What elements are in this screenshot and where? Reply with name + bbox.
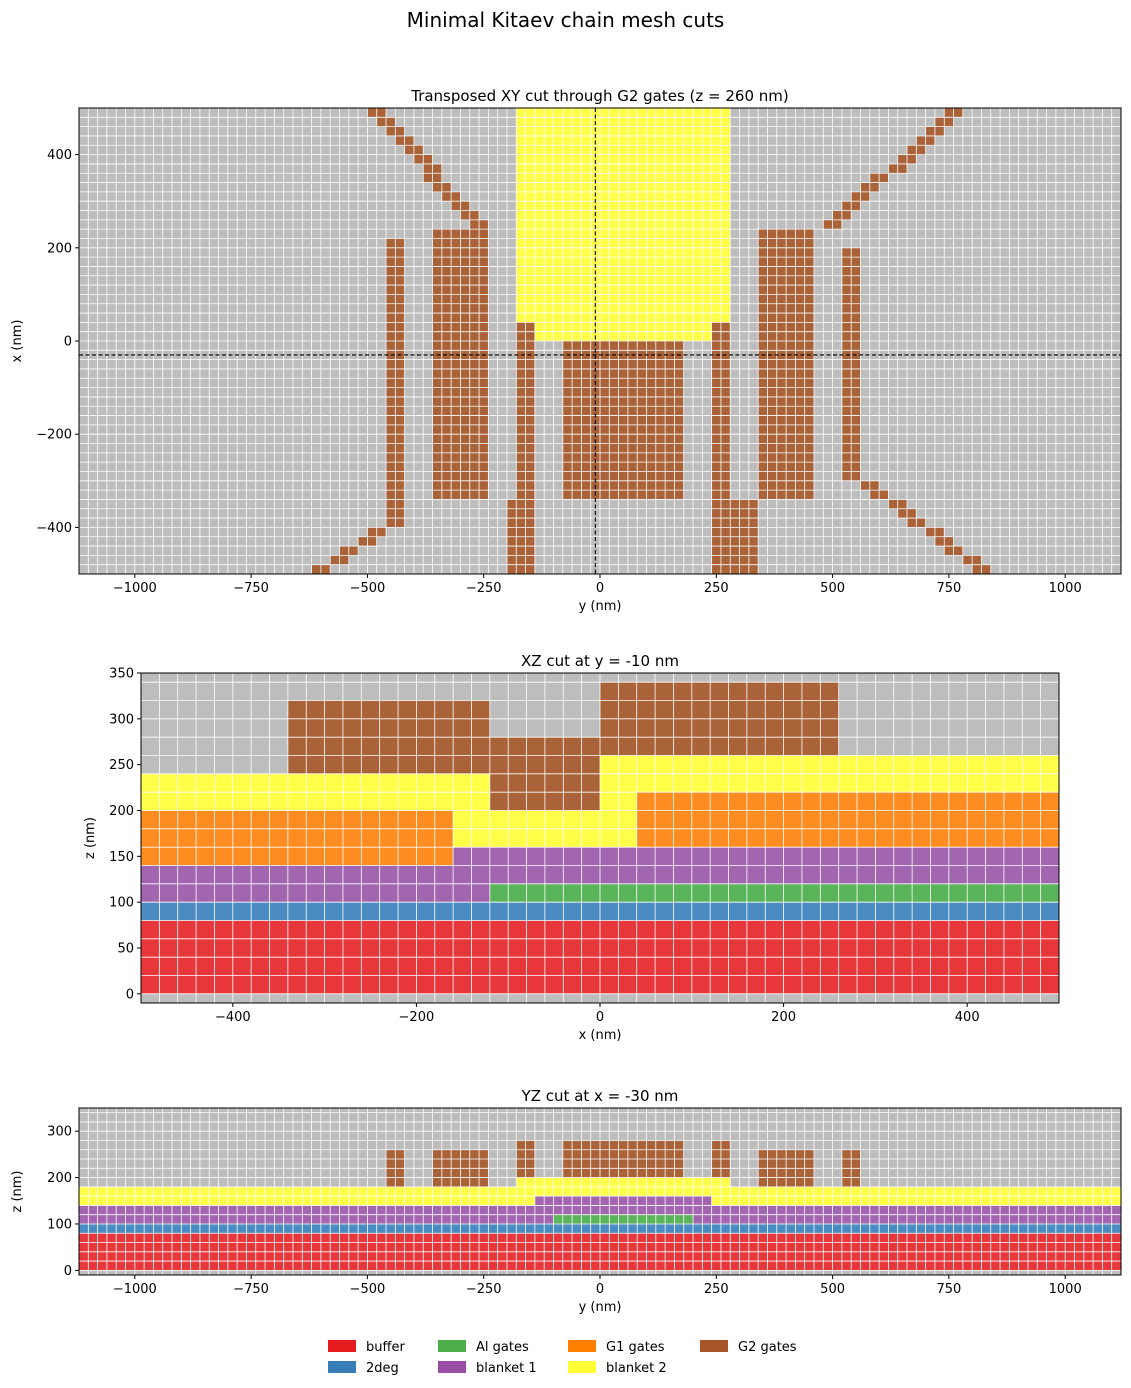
x-tick-label: 1000 [1049, 1282, 1082, 1297]
x-tick-label: 1000 [1049, 581, 1082, 596]
y-tick-label: 200 [109, 804, 134, 819]
mesh-grid [141, 673, 1059, 1003]
x-tick-label: 0 [596, 1282, 604, 1297]
legend-label: buffer [366, 1340, 405, 1355]
legend: buffer 2deg Al gates blanket 1 G1 gates blank… [328, 1338, 848, 1380]
region-al-gates [553, 1214, 694, 1224]
region-blanket-2 [516, 108, 731, 323]
y-tick-label: 300 [109, 712, 134, 727]
x-tick-label: −1000 [113, 1282, 157, 1297]
legend-swatch [700, 1340, 728, 1352]
legend-label: 2deg [366, 1361, 399, 1376]
y-tick-label: 250 [109, 758, 134, 773]
x-tick-label: −250 [466, 1282, 502, 1297]
legend-swatch [438, 1340, 466, 1352]
x-tick-label: −500 [350, 581, 386, 596]
y-tick-label: 100 [109, 896, 134, 911]
legend-label: blanket 2 [606, 1361, 667, 1376]
legend-label: blanket 1 [476, 1361, 537, 1376]
y-tick-label: 0 [64, 335, 72, 350]
x-tick-label: 750 [936, 581, 961, 596]
legend-item: blanket 2 [568, 1361, 667, 1376]
mesh-grid [79, 1108, 1121, 1275]
region-g1-gates [636, 792, 1059, 848]
chart-title: Transposed XY cut through G2 gates (z = … [410, 87, 789, 105]
chart-3: −1000 −750 −500 −250 0 250 500 750 1000 0 100 200 30… [10, 1087, 1122, 1315]
x-tick-label: 250 [704, 581, 729, 596]
y-axis-label: z (nm) [83, 817, 98, 859]
legend-swatch [328, 1340, 356, 1352]
legend-item: buffer [328, 1340, 405, 1355]
region-al-gates [489, 883, 1059, 903]
figure-canvas: −1000 −750 −500 −250 0 250 500 750 1000−400−2000… [10, 87, 1122, 1315]
y-tick-label: −400 [36, 521, 72, 536]
x-tick-label: 0 [596, 581, 604, 596]
x-axis-label: y (nm) [579, 599, 622, 614]
y-tick-label: 150 [109, 850, 134, 865]
x-tick-label: −500 [350, 1282, 386, 1297]
legend-item: Al gates [438, 1340, 529, 1355]
legend-item: blanket 1 [438, 1361, 537, 1376]
legend-item: G1 gates [568, 1340, 665, 1355]
x-tick-label: 250 [704, 1282, 729, 1297]
legend-swatch [568, 1340, 596, 1352]
legend-swatch [328, 1361, 356, 1373]
x-axis-label: y (nm) [579, 1300, 622, 1315]
x-axis-label: x (nm) [579, 1028, 622, 1043]
region-g2-gates [562, 341, 684, 500]
chart-title: XZ cut at y = -10 nm [521, 652, 679, 670]
mesh-grid [79, 108, 1121, 574]
x-tick-label: −750 [233, 581, 269, 596]
legend-label: G1 gates [606, 1340, 665, 1355]
x-tick-label: 0 [596, 1010, 604, 1025]
y-tick-label: 100 [47, 1217, 72, 1232]
chart-title: YZ cut at x = -30 nm [521, 1087, 679, 1105]
x-tick-label: −750 [233, 1282, 269, 1297]
y-tick-label: 200 [47, 1171, 72, 1186]
region-blanket-2 [516, 1177, 731, 1187]
region-blanket-1 [534, 1196, 712, 1206]
legend-item: G2 gates [700, 1340, 797, 1355]
y-tick-label: 50 [117, 942, 134, 957]
y-tick-label: 0 [64, 1264, 72, 1279]
x-tick-label: 750 [936, 1282, 961, 1297]
y-tick-label: 0 [126, 987, 134, 1002]
y-tick-label: 300 [47, 1125, 72, 1140]
figure-title: Minimal Kitaev chain mesh cuts [406, 8, 725, 32]
chart-1: −1000 −750 −500 −250 0 250 500 750 1000 −400 −200 0… [10, 87, 1122, 614]
y-tick-label: 200 [47, 241, 72, 256]
region-g1-gates [141, 810, 454, 866]
x-tick-label: −250 [466, 581, 502, 596]
legend-label: Al gates [476, 1340, 529, 1355]
x-tick-label: −1000 [113, 581, 157, 596]
y-tick-label: 350 [109, 667, 134, 682]
legend-item: 2deg [328, 1361, 399, 1376]
x-tick-label: 500 [820, 1282, 845, 1297]
chart-2: −400 −200 0 200 400 0 50 100 150 200 250 300 350 XZ c… [83, 652, 1060, 1043]
y-axis-label: z (nm) [10, 1170, 25, 1212]
y-tick-label: 400 [47, 148, 72, 163]
x-tick-label: 200 [771, 1010, 796, 1025]
y-tick-label: −200 [36, 428, 72, 443]
legend-swatch [568, 1361, 596, 1373]
x-tick-label: −200 [399, 1010, 435, 1025]
legend-swatch [438, 1361, 466, 1373]
legend-label: G2 gates [738, 1340, 797, 1355]
y-axis-label: x (nm) [10, 320, 25, 363]
x-tick-label: 500 [820, 581, 845, 596]
x-tick-label: 400 [955, 1010, 980, 1025]
x-tick-label: −400 [215, 1010, 251, 1025]
